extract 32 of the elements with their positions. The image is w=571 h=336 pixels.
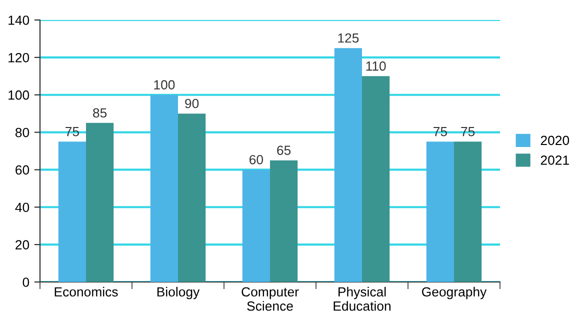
bar [86,122,114,282]
bar [454,142,482,282]
x-tick-label: Biology [157,286,200,300]
y-tick-label: 120 [8,52,30,62]
x-tick-label: Economics [54,286,118,297]
data-label: 85 [93,108,107,118]
data-label: 110 [366,61,386,71]
bar [58,142,86,282]
legend-label: 2021 [540,156,569,165]
x-tick-label: Physical Education [334,286,390,311]
x-tick-label: Geography [422,286,487,300]
legend-label: 2020 [540,136,570,146]
data-label: 90 [185,98,199,108]
y-tick-label: 60 [16,165,30,175]
y-tick-label: 100 [8,90,30,100]
data-label: 65 [277,146,291,155]
x-tick-label: Computer Science [242,287,299,311]
data-label: 60 [250,154,264,164]
bar [426,142,454,282]
y-tick-label: 20 [16,240,30,250]
y-tick-label: 0 [22,278,30,287]
bar [150,94,178,282]
data-label: 100 [154,80,175,90]
bar [270,160,298,282]
bar [242,170,270,282]
bar [362,76,390,282]
y-tick-label: 80 [15,128,30,138]
bar [178,114,206,282]
y-tick-label: 140 [8,16,30,25]
y-tick-label: 40 [15,202,30,212]
data-label: 125 [338,33,359,43]
bar [334,48,362,282]
